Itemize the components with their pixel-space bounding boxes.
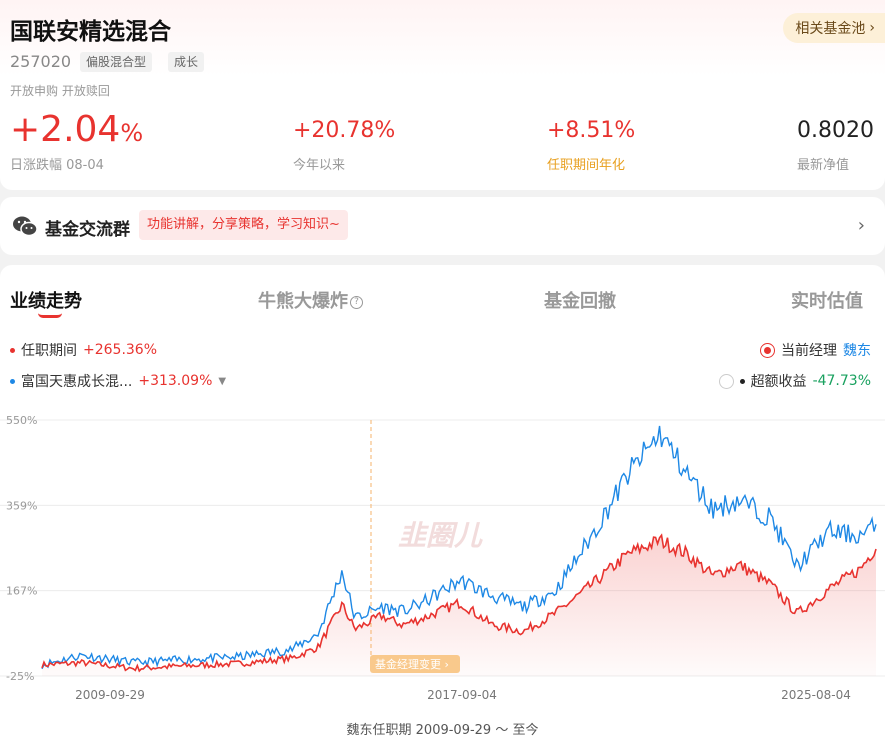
tab-bull-bear[interactable]: 牛熊大爆炸? (258, 287, 363, 313)
wechat-icon (13, 216, 38, 237)
radio-unselected-icon[interactable] (718, 373, 734, 389)
fund-group-entry[interactable]: 基金交流群 功能讲解，分享策略，学习知识~ › (0, 197, 885, 255)
tab-performance[interactable]: 业绩走势 (10, 291, 82, 312)
y-tick-label: 359% (6, 499, 37, 512)
ytd-value: +20.78% (293, 118, 396, 143)
performance-card: 业绩走势 牛熊大爆炸? 基金回撤 实时估值 任职期间 +265.36% 富国天惠… (0, 265, 885, 747)
pool-button-label: 相关基金池 (795, 21, 866, 37)
fund-type-tag: 偏股混合型 (80, 52, 153, 72)
group-hint-badge: 功能讲解，分享策略，学习知识~ (139, 210, 348, 240)
ytd-label: 今年以来 (293, 158, 346, 173)
group-title: 基金交流群 (45, 220, 130, 240)
radio-selected-icon[interactable] (760, 342, 775, 358)
watermark: 韭圈儿 (398, 519, 483, 552)
caret-down-icon[interactable]: ▼ (218, 375, 227, 387)
series-1-line (41, 533, 877, 673)
annualized-value: +8.51% (547, 118, 636, 143)
fund-code: 257020 (10, 52, 72, 71)
nav-label: 最新净值 (797, 158, 850, 173)
performance-chart[interactable]: 550% 359% 167% -25% 2009-09-29 2017-09-04 2025… (0, 405, 885, 705)
manager-change-label: 基金经理变更 › (375, 657, 449, 671)
blue-dot-icon (10, 378, 15, 384)
current-manager-toggle[interactable]: 当前经理 魏东 (760, 340, 871, 360)
y-tick-label: 167% (6, 585, 37, 598)
x-tick-label: 2017-09-04 (427, 688, 497, 702)
y-tick-label: 550% (6, 414, 37, 427)
y-tick-label: -25% (6, 670, 34, 683)
manager-name-link[interactable]: 魏东 (843, 343, 871, 359)
manager-change-badge (370, 655, 460, 673)
annualized-label[interactable]: 任职期间年化 (547, 158, 626, 173)
help-icon[interactable]: ? (350, 296, 363, 309)
tab-realtime-estimate[interactable]: 实时估值 (791, 291, 863, 312)
series-1-area (42, 535, 876, 676)
fund-name: 国联安精选混合 (10, 19, 171, 45)
tab-drawdown[interactable]: 基金回撤 (544, 291, 616, 312)
x-tick-label: 2025-08-04 (781, 688, 851, 702)
chevron-right-icon[interactable]: › (857, 215, 865, 236)
x-tick-label: 2009-09-29 (75, 688, 145, 702)
manager-tenure-note: 魏东任职期 2009-09-29 ～ 至今 (346, 723, 539, 738)
active-tab-indicator (38, 313, 62, 318)
daily-change-value: +2.04% (10, 109, 144, 150)
fund-header-card: 国联安精选混合 相关基金池 › 257020 偏股混合型 成长 开放申购 开放赎… (0, 0, 885, 190)
related-fund-pool-button[interactable]: 相关基金池 › (783, 13, 885, 43)
series-2-line (41, 425, 877, 670)
black-dot-icon (739, 378, 745, 384)
legend-series-2[interactable]: 富国天惠成长混... +313.09% ▼ (10, 371, 226, 391)
excess-return-toggle[interactable]: 超额收益 -47.73% (718, 371, 871, 391)
nav-value: 0.8020 (797, 118, 874, 143)
chevron-right-icon: › (869, 20, 875, 36)
legend-series-1: 任职期间 +265.36% (10, 340, 157, 360)
red-dot-icon (10, 347, 15, 353)
trade-status: 开放申购 开放赎回 (10, 84, 110, 98)
daily-change-label: 日涨跌幅 08-04 (10, 158, 104, 173)
fund-style-tag: 成长 (168, 52, 205, 72)
